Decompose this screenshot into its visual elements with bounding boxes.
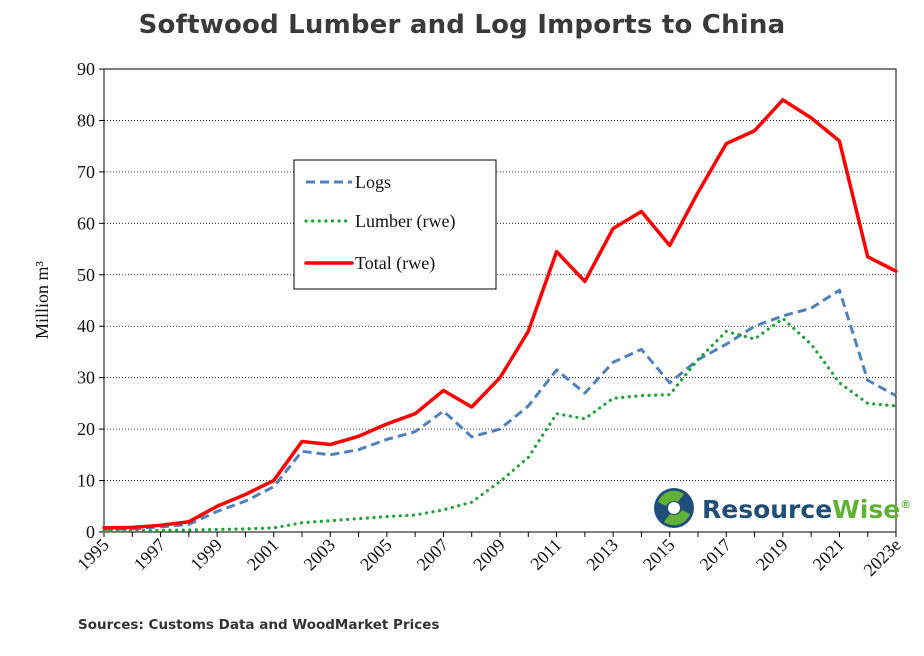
resourcewise-logo-icon (654, 488, 694, 528)
series-line-total-rwe (102, 98, 898, 530)
series-lines (102, 98, 898, 533)
source-note: Sources: Customs Data and WoodMarket Pri… (78, 617, 440, 633)
x-tick-label: 2019 (752, 535, 792, 575)
series-line-logs (103, 288, 897, 531)
y-tick-label: 40 (77, 316, 95, 336)
resourcewise-logo: ResourceWise® (654, 488, 911, 528)
x-tick-label: 1999 (186, 535, 226, 575)
y-tick-label: 80 (77, 110, 95, 130)
x-tick-label: 1995 (73, 535, 113, 575)
legend-label-logs: Logs (355, 172, 391, 192)
y-tick-label: 30 (77, 368, 95, 388)
x-tick-label: 2023e (860, 535, 905, 580)
series-line-lumber-rwe (102, 316, 898, 533)
y-axis-label: Million m³ (32, 260, 52, 339)
x-tick-label: 2017 (696, 535, 736, 575)
x-axis-ticks: 1995 1997 1999 2001 2003 2005 2007 2009 2011 2013… (73, 532, 905, 580)
y-tick-label: 20 (77, 419, 95, 439)
y-tick-label: 60 (77, 213, 95, 233)
legend-label-total: Total (rwe) (355, 253, 435, 274)
x-tick-label: 2013 (582, 535, 622, 575)
x-tick-label: 2005 (356, 535, 396, 575)
x-tick-label: 1997 (130, 535, 170, 575)
plot-area (103, 68, 897, 533)
x-tick-label: 2021 (809, 535, 849, 575)
y-tick-label: 50 (77, 265, 95, 285)
x-tick-label: 2009 (469, 535, 509, 575)
x-tick-label: 2007 (413, 535, 453, 575)
x-tick-label: 2011 (526, 535, 565, 574)
x-tick-label: 2001 (243, 535, 283, 575)
y-tick-label: 70 (77, 162, 95, 182)
y-tick-label: 0 (86, 522, 95, 542)
x-tick-label: 2015 (639, 535, 679, 575)
y-axis-ticks: 0 10 20 30 40 50 60 70 80 90 (77, 59, 104, 542)
chart-title: Softwood Lumber and Log Imports to China (138, 10, 786, 40)
brand-name: ResourceWise® (702, 495, 911, 524)
x-tick-label: 2003 (300, 535, 340, 575)
y-tick-label: 10 (77, 471, 95, 491)
y-tick-label: 90 (77, 59, 95, 79)
legend: Logs Lumber (rwe) Total (rwe) (293, 159, 497, 290)
legend-label-lumber: Lumber (rwe) (355, 211, 455, 232)
